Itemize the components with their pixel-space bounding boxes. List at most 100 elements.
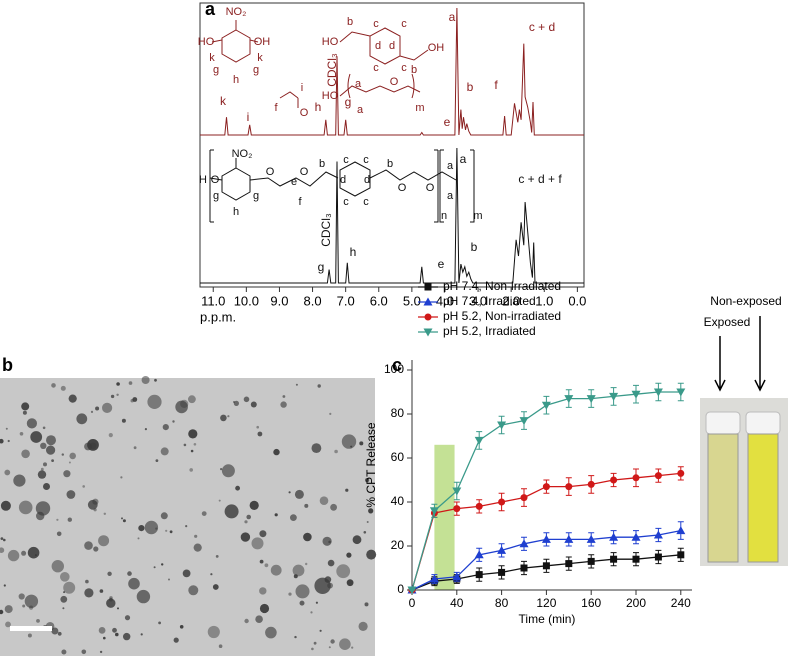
particle xyxy=(227,415,230,418)
particle xyxy=(201,511,207,516)
x-tick-label: 3.0 xyxy=(469,293,487,308)
particle xyxy=(346,552,352,558)
photo-label: Exposed xyxy=(704,315,751,329)
peak-label: e xyxy=(444,115,451,129)
particle xyxy=(107,571,112,576)
particle xyxy=(179,625,184,629)
marker xyxy=(677,551,685,559)
particle xyxy=(169,530,173,534)
particle xyxy=(30,431,43,443)
particle xyxy=(144,428,147,431)
particle xyxy=(188,585,199,596)
particle xyxy=(60,595,68,603)
marker xyxy=(632,555,640,563)
vial xyxy=(747,433,779,563)
marker xyxy=(676,526,686,535)
particle xyxy=(21,402,30,411)
marker xyxy=(475,502,483,510)
particle xyxy=(264,563,269,568)
peak-label: CDCl₃ xyxy=(319,213,333,247)
particle xyxy=(51,459,54,462)
x-tick-label: 120 xyxy=(536,596,556,610)
particle xyxy=(257,431,263,437)
particle xyxy=(244,618,249,624)
particle xyxy=(259,530,267,538)
particle xyxy=(345,488,349,492)
particle xyxy=(352,535,362,545)
marker xyxy=(677,469,685,477)
x-tick-label: 6.0 xyxy=(370,293,388,308)
marker xyxy=(474,436,484,445)
structure-label: a xyxy=(447,190,454,202)
particle xyxy=(115,632,119,637)
x-tick-label: 40 xyxy=(450,596,464,610)
structure-label: H xyxy=(199,174,207,186)
peak-label: k xyxy=(220,94,227,108)
particle xyxy=(319,629,322,632)
particle xyxy=(299,600,305,606)
arrow xyxy=(714,316,766,392)
particle xyxy=(256,425,260,429)
marker xyxy=(653,530,663,539)
particle xyxy=(138,525,145,532)
particle xyxy=(67,517,73,522)
particle xyxy=(84,541,93,550)
legend-marker xyxy=(424,313,432,321)
particle xyxy=(185,525,188,528)
particle xyxy=(274,513,278,517)
particle xyxy=(141,376,150,384)
particle xyxy=(99,589,104,593)
particle xyxy=(46,435,56,446)
particle xyxy=(194,534,198,538)
marker xyxy=(452,572,462,581)
structure-label: a xyxy=(357,104,364,116)
marker xyxy=(498,498,506,506)
particle xyxy=(282,395,286,398)
structure-top xyxy=(211,20,429,108)
particle xyxy=(87,499,98,510)
vial xyxy=(707,433,739,563)
peak-label: c + d xyxy=(529,20,555,34)
particle xyxy=(57,631,62,636)
particle xyxy=(62,607,65,610)
particle xyxy=(18,593,25,600)
particle xyxy=(161,563,164,566)
marker xyxy=(520,564,528,572)
particle xyxy=(220,414,227,422)
particle xyxy=(212,584,219,590)
particle xyxy=(295,584,310,599)
marker xyxy=(497,545,507,554)
legend-marker xyxy=(424,283,432,291)
particle xyxy=(193,443,197,446)
panel-label: b xyxy=(2,355,13,375)
particle xyxy=(165,529,168,532)
particle xyxy=(22,604,26,608)
marker xyxy=(453,505,461,513)
particle xyxy=(43,462,47,467)
particle xyxy=(313,641,317,645)
structure-label: h xyxy=(233,74,239,86)
marker xyxy=(654,472,662,480)
marker xyxy=(541,401,551,410)
structure-label: O xyxy=(426,182,435,194)
particle xyxy=(147,394,162,409)
peak-label: CDCl₃ xyxy=(325,53,339,87)
particle xyxy=(122,519,126,523)
particle xyxy=(280,401,287,408)
x-tick-label: 8.0 xyxy=(304,293,322,308)
x-tick-label: 0.0 xyxy=(568,293,586,308)
structure-label: HO xyxy=(322,36,339,48)
particle xyxy=(221,464,235,478)
structure-label: f xyxy=(274,102,278,114)
particle xyxy=(240,532,251,542)
particle xyxy=(112,627,117,633)
marker xyxy=(520,494,528,502)
structure-label: c xyxy=(343,196,349,208)
particle xyxy=(172,420,175,423)
particle xyxy=(7,549,20,562)
particle xyxy=(273,448,280,456)
particle xyxy=(251,537,264,550)
particle xyxy=(35,501,51,516)
particle xyxy=(188,395,196,404)
